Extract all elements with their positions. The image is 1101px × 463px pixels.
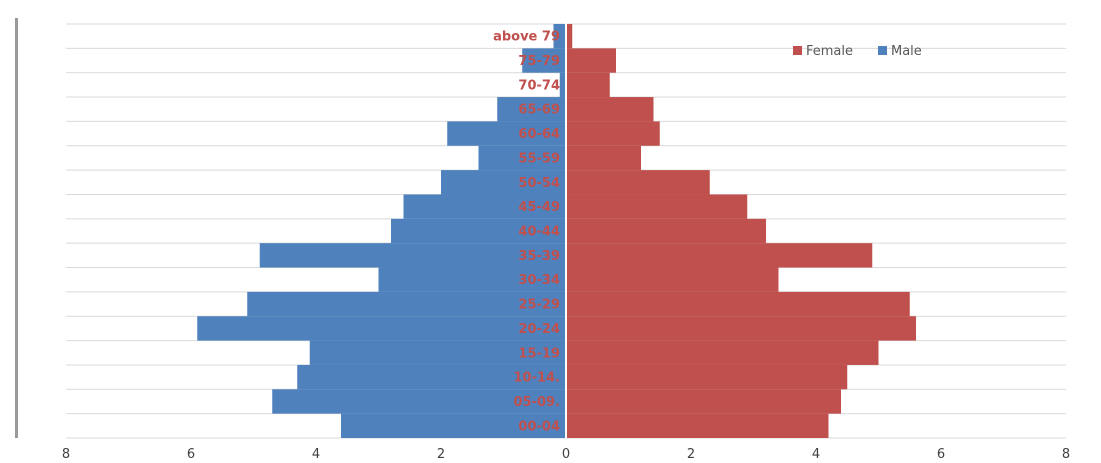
male-bar xyxy=(272,389,566,414)
male-bar xyxy=(247,291,566,317)
female-bar xyxy=(566,48,616,73)
male-bar xyxy=(553,24,566,49)
category-label: 40-44 xyxy=(518,225,560,240)
legend-label: Female xyxy=(806,44,853,59)
male-bar xyxy=(447,121,566,146)
female-bar xyxy=(566,145,641,171)
female-bar xyxy=(566,72,610,98)
category-labels: 00-04 05-09. 10-14. 15-19 20-24 25-29 30-34 35-… xyxy=(493,30,560,435)
category-label: 75-79 xyxy=(518,54,560,69)
category-label: 60-64 xyxy=(518,127,560,142)
category-label: 45-49 xyxy=(518,200,560,215)
category-label: 20-24 xyxy=(518,322,560,337)
x-tick-label: 2 xyxy=(437,447,445,462)
female-bar xyxy=(566,24,573,49)
male-bar xyxy=(478,145,566,171)
female-bar xyxy=(566,194,748,219)
category-label: 35-39 xyxy=(518,249,560,264)
female-bar xyxy=(566,413,829,438)
male-bar xyxy=(441,170,566,195)
female-bar xyxy=(566,267,779,292)
male-bar xyxy=(197,316,566,341)
female-bar xyxy=(566,170,710,195)
female-bar xyxy=(566,243,873,268)
female-bar xyxy=(566,218,766,244)
male-bar xyxy=(522,48,566,73)
female-bar xyxy=(566,340,879,365)
frame-border xyxy=(15,18,18,438)
male-bar xyxy=(378,267,566,292)
x-tick-label: 6 xyxy=(937,447,945,462)
category-label: 50-54 xyxy=(518,176,560,191)
male-bar xyxy=(259,243,566,268)
category-label: 15-19 xyxy=(518,346,560,361)
legend-swatch xyxy=(793,46,802,55)
male-bar xyxy=(309,340,566,365)
x-tick-label: 8 xyxy=(62,447,70,462)
x-tick-label: 4 xyxy=(312,447,320,462)
legend: Female Male xyxy=(793,44,922,59)
x-tick-label: 8 xyxy=(1062,447,1070,462)
legend-swatch xyxy=(878,46,887,55)
category-label: 30-34 xyxy=(518,273,560,288)
category-label: 65-69 xyxy=(518,103,560,118)
category-label: 55-59 xyxy=(518,151,560,166)
legend-label: Male xyxy=(891,44,922,59)
male-bar xyxy=(559,72,566,98)
male-bar xyxy=(297,364,566,390)
bars xyxy=(197,18,916,438)
female-bar xyxy=(566,121,660,146)
male-bar xyxy=(391,218,566,244)
female-bar xyxy=(566,97,654,122)
x-tick-label: 2 xyxy=(687,447,695,462)
category-label: 25-29 xyxy=(518,298,560,313)
male-bar xyxy=(341,413,566,438)
category-label: 10-14. xyxy=(513,371,560,386)
category-label: 70-74 xyxy=(518,78,560,93)
female-bar xyxy=(566,291,910,317)
x-tick-label: 4 xyxy=(812,447,820,462)
category-label: 00-04 xyxy=(518,419,560,434)
x-axis-ticks: 8 6 4 2 0 2 4 6 8 xyxy=(62,447,1070,462)
male-bar xyxy=(403,194,566,219)
category-label: 05-09. xyxy=(513,395,560,410)
category-label: above 79 xyxy=(493,30,560,45)
x-tick-label: 0 xyxy=(562,447,570,462)
female-bar xyxy=(566,389,841,414)
male-bar xyxy=(497,97,566,122)
female-bar xyxy=(566,364,848,390)
x-tick-label: 6 xyxy=(187,447,195,462)
female-bar xyxy=(566,316,916,341)
